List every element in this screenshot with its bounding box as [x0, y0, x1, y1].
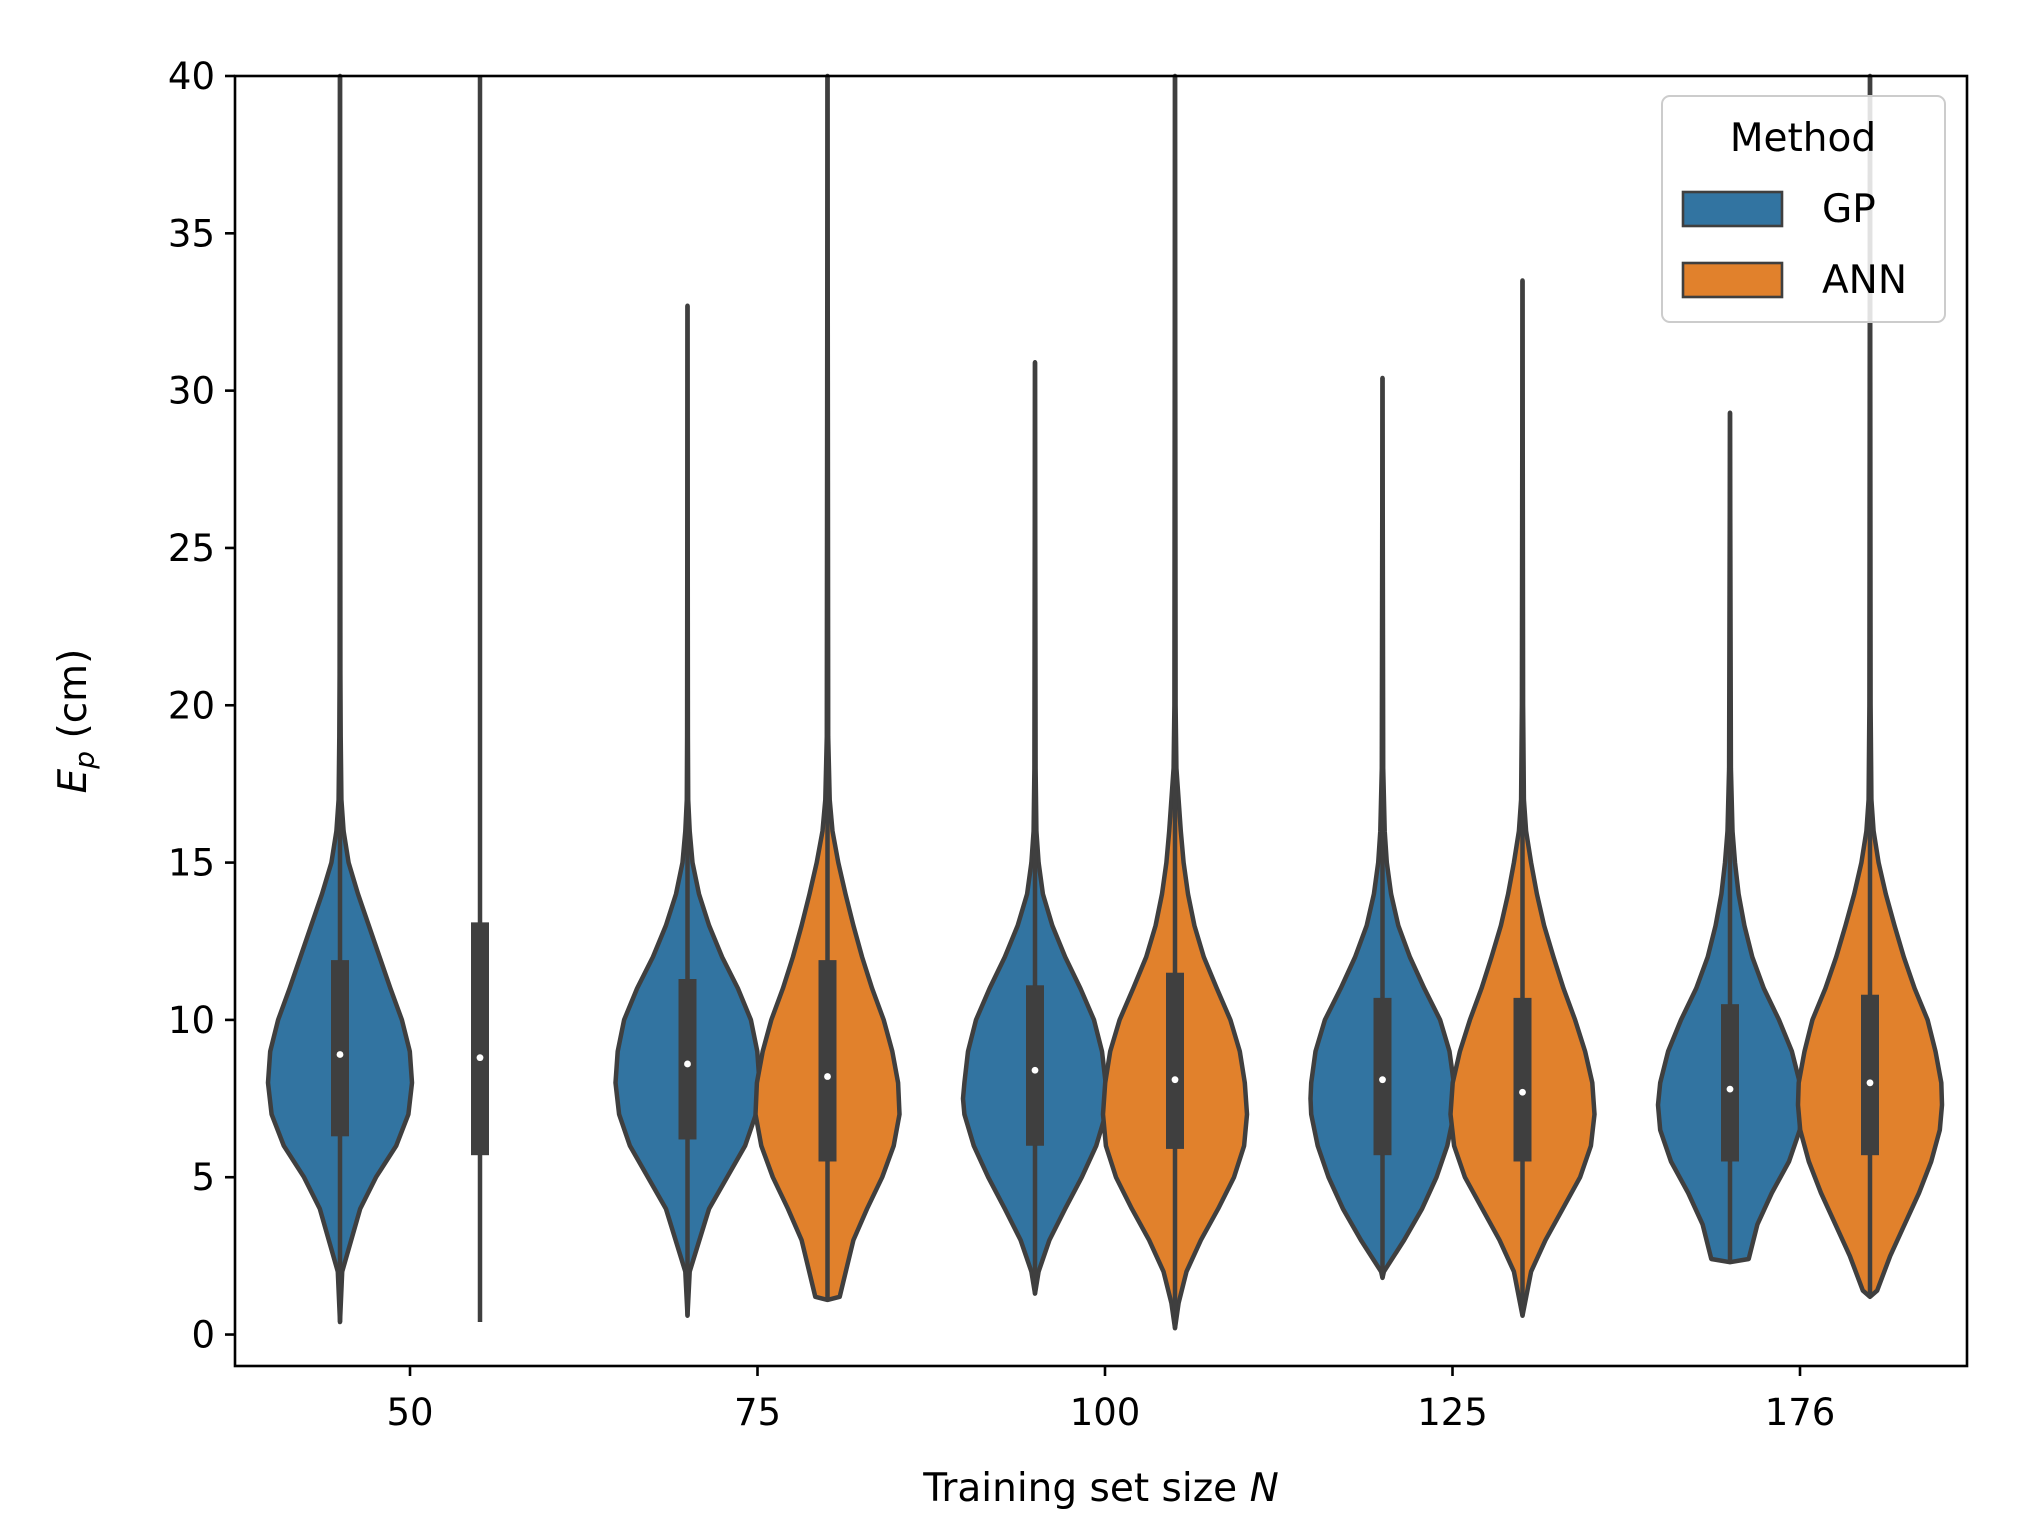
legend: Method GP ANN	[1661, 95, 1946, 323]
violin-median	[1171, 1076, 1179, 1084]
x-tick-label: 100	[1070, 1391, 1141, 1434]
violin-iqr-box	[1861, 994, 1879, 1156]
y-axis-label-unit: (cm)	[51, 649, 96, 751]
violin-ann-125	[1448, 278, 1597, 1318]
violin-ann-100	[1100, 73, 1250, 1331]
violin-iqr-box	[1721, 1004, 1739, 1162]
plot-frame	[233, 74, 1969, 1368]
y-tick-label: 30	[168, 370, 215, 413]
violin-ann-50	[471, 76, 489, 1322]
violin-iqr-box	[678, 979, 697, 1140]
legend-label-gp: GP	[1822, 187, 1876, 232]
y-tick-label: 35	[168, 212, 215, 255]
violin-gp-75	[613, 303, 762, 1318]
violin-median	[476, 1054, 484, 1062]
violin-median	[1519, 1088, 1526, 1096]
violin-gp-50	[265, 73, 415, 1325]
violin-median	[1866, 1079, 1874, 1087]
y-axis-label-sub: p	[68, 751, 101, 770]
y-tick-label: 5	[191, 1156, 215, 1199]
y-tick-label: 40	[168, 55, 215, 98]
x-tick-label: 176	[1765, 1391, 1836, 1434]
violin-gp-100	[960, 360, 1110, 1296]
x-tick-label: 125	[1417, 1391, 1488, 1434]
y-tick-label: 0	[191, 1314, 215, 1357]
violin-iqr-box	[1513, 997, 1532, 1162]
violin-iqr-box	[1166, 972, 1184, 1149]
violin-gp-176	[1655, 410, 1805, 1265]
violin-iqr-box	[331, 960, 349, 1137]
violin-median	[824, 1073, 831, 1080]
legend-label-ann: ANN	[1822, 258, 1907, 303]
legend-swatch-ann	[1681, 261, 1784, 299]
y-tick-label: 20	[168, 684, 215, 727]
violin-iqr-box	[471, 922, 489, 1156]
x-axis-label: Training set size N	[922, 1466, 1279, 1511]
y-tick-label: 10	[168, 999, 215, 1042]
legend-swatch-gp	[1681, 190, 1784, 228]
y-axis: 0 5 10 15 20 25 30 35 40	[168, 55, 235, 1357]
violin-median	[1726, 1085, 1734, 1093]
x-axis: 50 75 100 125 176	[386, 1366, 1835, 1434]
x-axis-label-var: N	[1250, 1466, 1279, 1511]
violin-median	[1379, 1076, 1386, 1084]
x-tick-label: 75	[734, 1391, 781, 1434]
violin-iqr-box	[1026, 985, 1044, 1146]
violin-median	[336, 1051, 344, 1058]
x-tick-label: 50	[386, 1391, 433, 1434]
y-axis-label-var: E	[51, 768, 96, 793]
violin-ann-75	[753, 73, 902, 1303]
violin-median	[1031, 1066, 1039, 1074]
violins-layer	[265, 73, 1945, 1331]
violin-median	[684, 1060, 691, 1068]
y-axis-label: Ep (cm)	[51, 649, 101, 794]
violin-iqr-box	[818, 960, 837, 1162]
y-tick-label: 25	[168, 527, 215, 570]
legend-title: Method	[1730, 116, 1876, 161]
violin-gp-125	[1308, 375, 1457, 1281]
y-tick-label: 15	[168, 842, 215, 885]
